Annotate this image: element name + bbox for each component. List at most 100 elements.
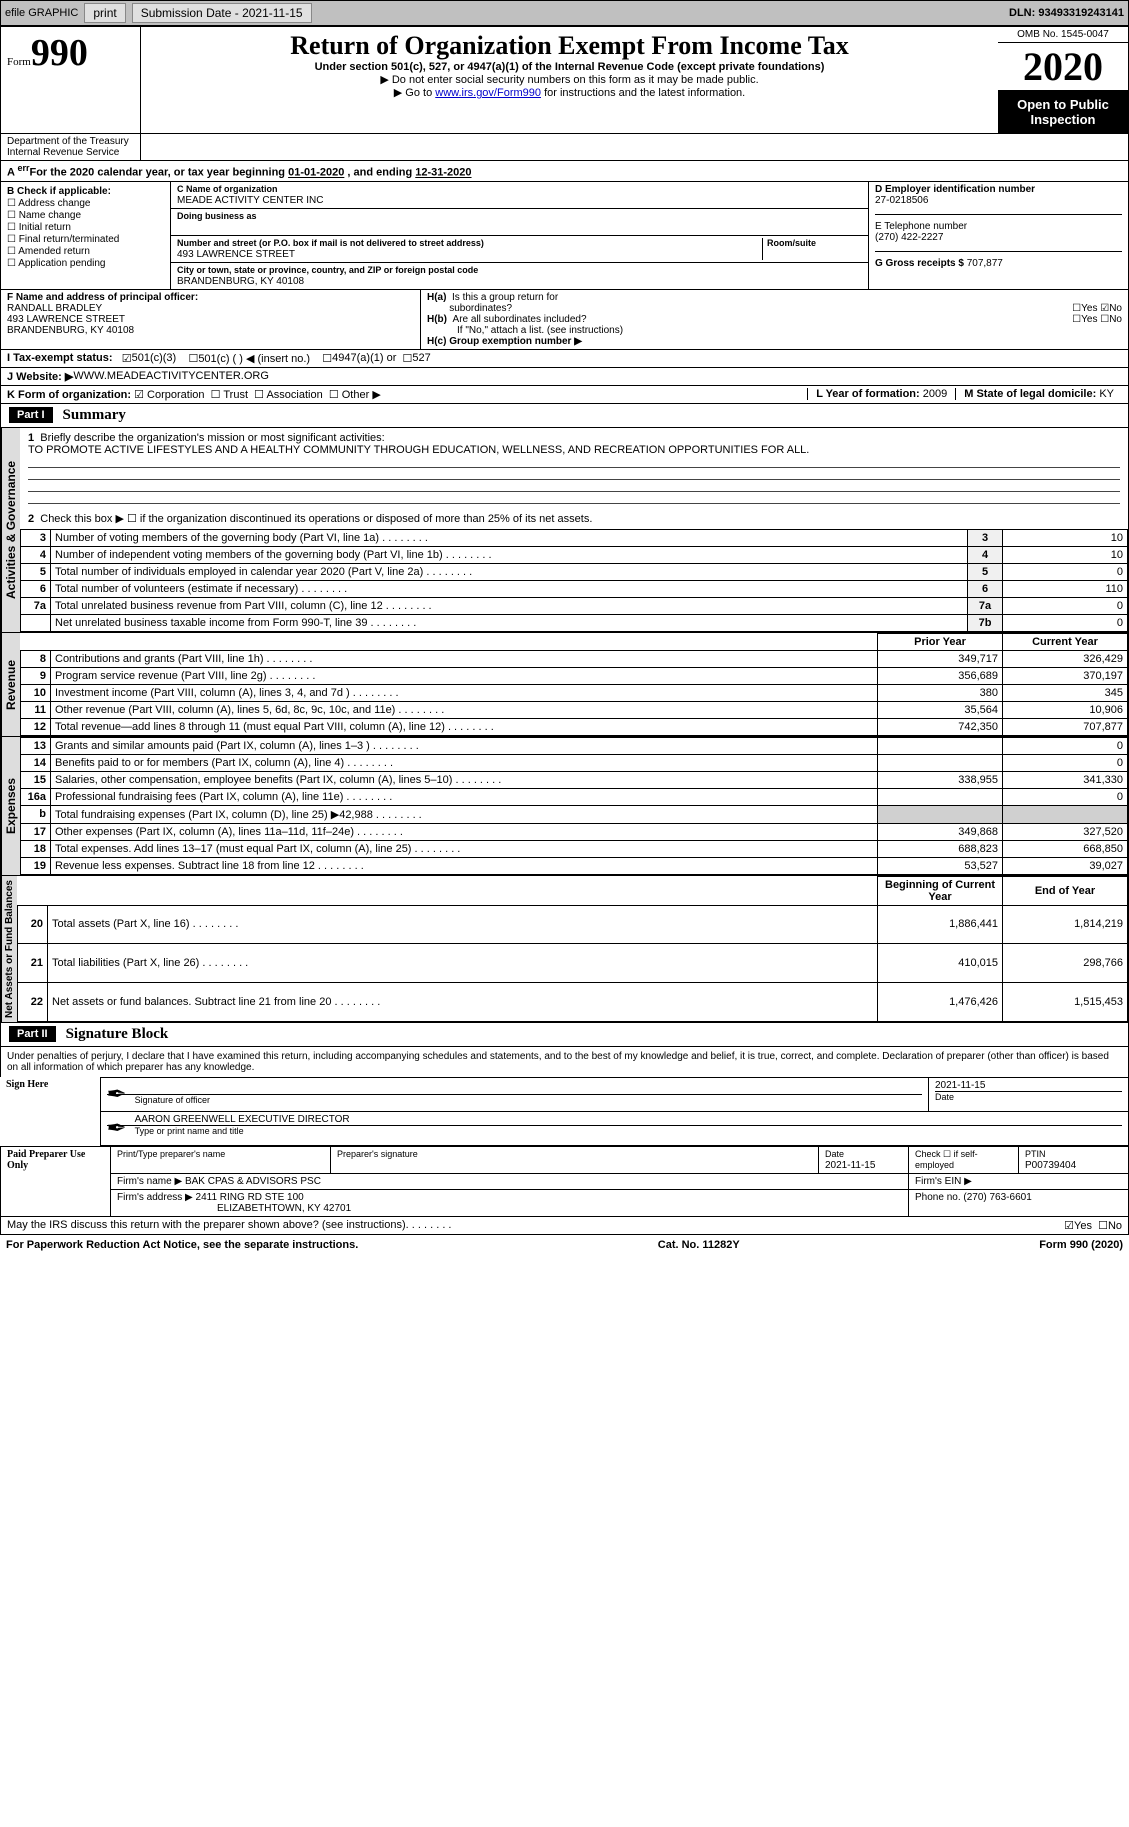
dept-row: Department of the TreasuryInternal Reven… <box>0 134 1129 161</box>
th-end-year: End of Year <box>1003 876 1128 905</box>
footer-mid: Cat. No. 11282Y <box>658 1239 740 1251</box>
vtab-governance: Activities & Governance <box>1 428 20 632</box>
period-end: 12-31-2020 <box>415 167 471 179</box>
section-f: F Name and address of principal officer:… <box>1 290 421 349</box>
pen-icon: ✒ <box>107 1114 127 1143</box>
form-title: Return of Organization Exempt From Incom… <box>151 31 988 61</box>
table-row: 3Number of voting members of the governi… <box>21 529 1128 546</box>
print-button[interactable]: print <box>84 3 125 23</box>
pen-icon: ✒ <box>107 1080 127 1109</box>
cb-501c3[interactable]: 501(c)(3) <box>132 352 177 364</box>
form-number: 990 <box>31 32 88 74</box>
footer-right: Form 990 (2020) <box>1039 1239 1123 1251</box>
org-city: BRANDENBURG, KY 40108 <box>177 276 304 287</box>
title-cell: Return of Organization Exempt From Incom… <box>141 27 998 133</box>
cb-trust[interactable]: Trust <box>223 389 248 401</box>
section-klm: K Form of organization: ☑ Corporation ☐ … <box>0 386 1129 404</box>
entity-grid: B Check if applicable: ☐ Address change … <box>0 182 1129 290</box>
th-beg-year: Beginning of Current Year <box>878 876 1003 905</box>
cb-pending[interactable]: ☐ Application pending <box>7 258 164 269</box>
cb-final-return[interactable]: ☐ Final return/terminated <box>7 234 164 245</box>
table-row: 8Contributions and grants (Part VIII, li… <box>21 650 1128 667</box>
part-ii-header: Part II Signature Block <box>0 1023 1129 1047</box>
expenses-section: Expenses 13Grants and similar amounts pa… <box>0 737 1129 876</box>
form-header: Form990 Return of Organization Exempt Fr… <box>0 26 1129 134</box>
paid-preparer-label: Paid Preparer Use Only <box>1 1146 111 1216</box>
street-cell: Number and street (or P.O. box if mail i… <box>171 236 868 263</box>
table-row: 7aTotal unrelated business revenue from … <box>21 597 1128 614</box>
omb-number: OMB No. 1545-0047 <box>998 27 1128 43</box>
firm-name: BAK CPAS & ADVISORS PSC <box>185 1176 321 1187</box>
cb-501c[interactable]: 501(c) ( ) ◀ (insert no.) <box>198 352 310 365</box>
table-row: 12Total revenue—add lines 8 through 11 (… <box>21 718 1128 735</box>
phone: (270) 422-2227 <box>875 232 943 243</box>
city-cell: City or town, state or province, country… <box>171 263 868 289</box>
perjury-text: Under penalties of perjury, I declare th… <box>0 1047 1129 1077</box>
sig-date: 2021-11-15 <box>935 1080 985 1091</box>
table-row: 17Other expenses (Part IX, column (A), l… <box>21 823 1128 840</box>
open-to-public: Open to Public Inspection <box>998 91 1128 133</box>
officer-group-row: F Name and address of principal officer:… <box>0 290 1129 350</box>
hc-label: H(c) Group exemption number ▶ <box>427 336 582 347</box>
footer: For Paperwork Reduction Act Notice, see … <box>0 1235 1129 1255</box>
gross-receipts: 707,877 <box>967 258 1003 269</box>
expenses-table: 13Grants and similar amounts paid (Part … <box>20 737 1128 875</box>
paid-preparer-table: Paid Preparer Use Only Print/Type prepar… <box>0 1146 1129 1217</box>
phone-label: E Telephone number <box>875 221 967 232</box>
table-row: 19Revenue less expenses. Subtract line 1… <box>21 857 1128 874</box>
table-row: 11Other revenue (Part VIII, column (A), … <box>21 701 1128 718</box>
col-b-checkboxes: B Check if applicable: ☐ Address change … <box>1 182 171 289</box>
officer-name: RANDALL BRADLEY <box>7 303 102 314</box>
org-street: 493 LAWRENCE STREET <box>177 249 295 260</box>
ein: 27-0218506 <box>875 195 928 206</box>
cb-corp[interactable]: Corporation <box>147 389 204 401</box>
table-row: 16aProfessional fundraising fees (Part I… <box>21 788 1128 805</box>
vtab-netassets: Net Assets or Fund Balances <box>1 876 17 1022</box>
self-employed-check[interactable]: Check ☐ if self-employed <box>909 1146 1019 1173</box>
cb-address-change[interactable]: ☐ Address change <box>7 198 164 209</box>
cb-assoc[interactable]: Association <box>266 389 322 401</box>
cb-other[interactable]: Other ▶ <box>342 389 381 401</box>
dept-treasury: Department of the TreasuryInternal Reven… <box>1 134 141 160</box>
part-i-header: Part I Summary <box>0 404 1129 428</box>
dln-label: DLN: 93493319243141 <box>1009 7 1124 19</box>
hb-note: If "No," attach a list. (see instruction… <box>427 325 1122 336</box>
state-domicile: KY <box>1099 388 1114 400</box>
netassets-section: Net Assets or Fund Balances Beginning of… <box>0 876 1129 1023</box>
topbar: efile GRAPHIC print Submission Date - 20… <box>0 0 1129 26</box>
org-name: MEADE ACTIVITY CENTER INC <box>177 195 324 206</box>
cb-amended[interactable]: ☐ Amended return <box>7 246 164 257</box>
form-prefix: Form <box>7 56 31 68</box>
vtab-revenue: Revenue <box>1 633 20 736</box>
table-row: 14Benefits paid to or for members (Part … <box>21 754 1128 771</box>
table-row: 4Number of independent voting members of… <box>21 546 1128 563</box>
firm-addr1: 2411 RING RD STE 100 <box>196 1192 304 1203</box>
netassets-table: Beginning of Current Year End of Year 20… <box>17 876 1128 1022</box>
website: WWW.MEADEACTIVITYCENTER.ORG <box>73 370 269 382</box>
ein-label: D Employer identification number <box>875 184 1035 195</box>
cb-name-change[interactable]: ☐ Name change <box>7 210 164 221</box>
efile-label: efile GRAPHIC <box>5 7 78 19</box>
cb-initial-return[interactable]: ☐ Initial return <box>7 222 164 233</box>
table-row: 10Investment income (Part VIII, column (… <box>21 684 1128 701</box>
form-number-cell: Form990 <box>1 27 141 133</box>
officer-typed-name: AARON GREENWELL EXECUTIVE DIRECTOR <box>135 1114 350 1125</box>
tax-year: 2020 <box>998 43 1128 91</box>
col-b-heading: B Check if applicable: <box>7 186 111 197</box>
org-name-cell: C Name of organization MEADE ACTIVITY CE… <box>171 182 868 209</box>
th-prior-year: Prior Year <box>878 633 1003 650</box>
cb-4947[interactable]: 4947(a)(1) or <box>332 352 396 364</box>
section-h: H(a) Is this a group return for subordin… <box>421 290 1128 349</box>
th-current-year: Current Year <box>1003 633 1128 650</box>
table-row: 6Total number of volunteers (estimate if… <box>21 580 1128 597</box>
irs-link[interactable]: www.irs.gov/Form990 <box>435 87 541 99</box>
vtab-expenses: Expenses <box>1 737 20 875</box>
submission-date-field: Submission Date - 2021-11-15 <box>132 3 312 23</box>
period-row: A errFor the 2020 calendar year, or tax … <box>0 161 1129 182</box>
form-note1: ▶ Do not enter social security numbers o… <box>151 73 988 86</box>
table-row: 21Total liabilities (Part X, line 26)410… <box>18 944 1128 983</box>
cb-527[interactable]: 527 <box>412 352 430 364</box>
section-i: I Tax-exempt status: ☑ 501(c)(3) ☐ 501(c… <box>0 350 1129 368</box>
table-row: 13Grants and similar amounts paid (Part … <box>21 737 1128 754</box>
year-formation: 2009 <box>923 388 947 400</box>
